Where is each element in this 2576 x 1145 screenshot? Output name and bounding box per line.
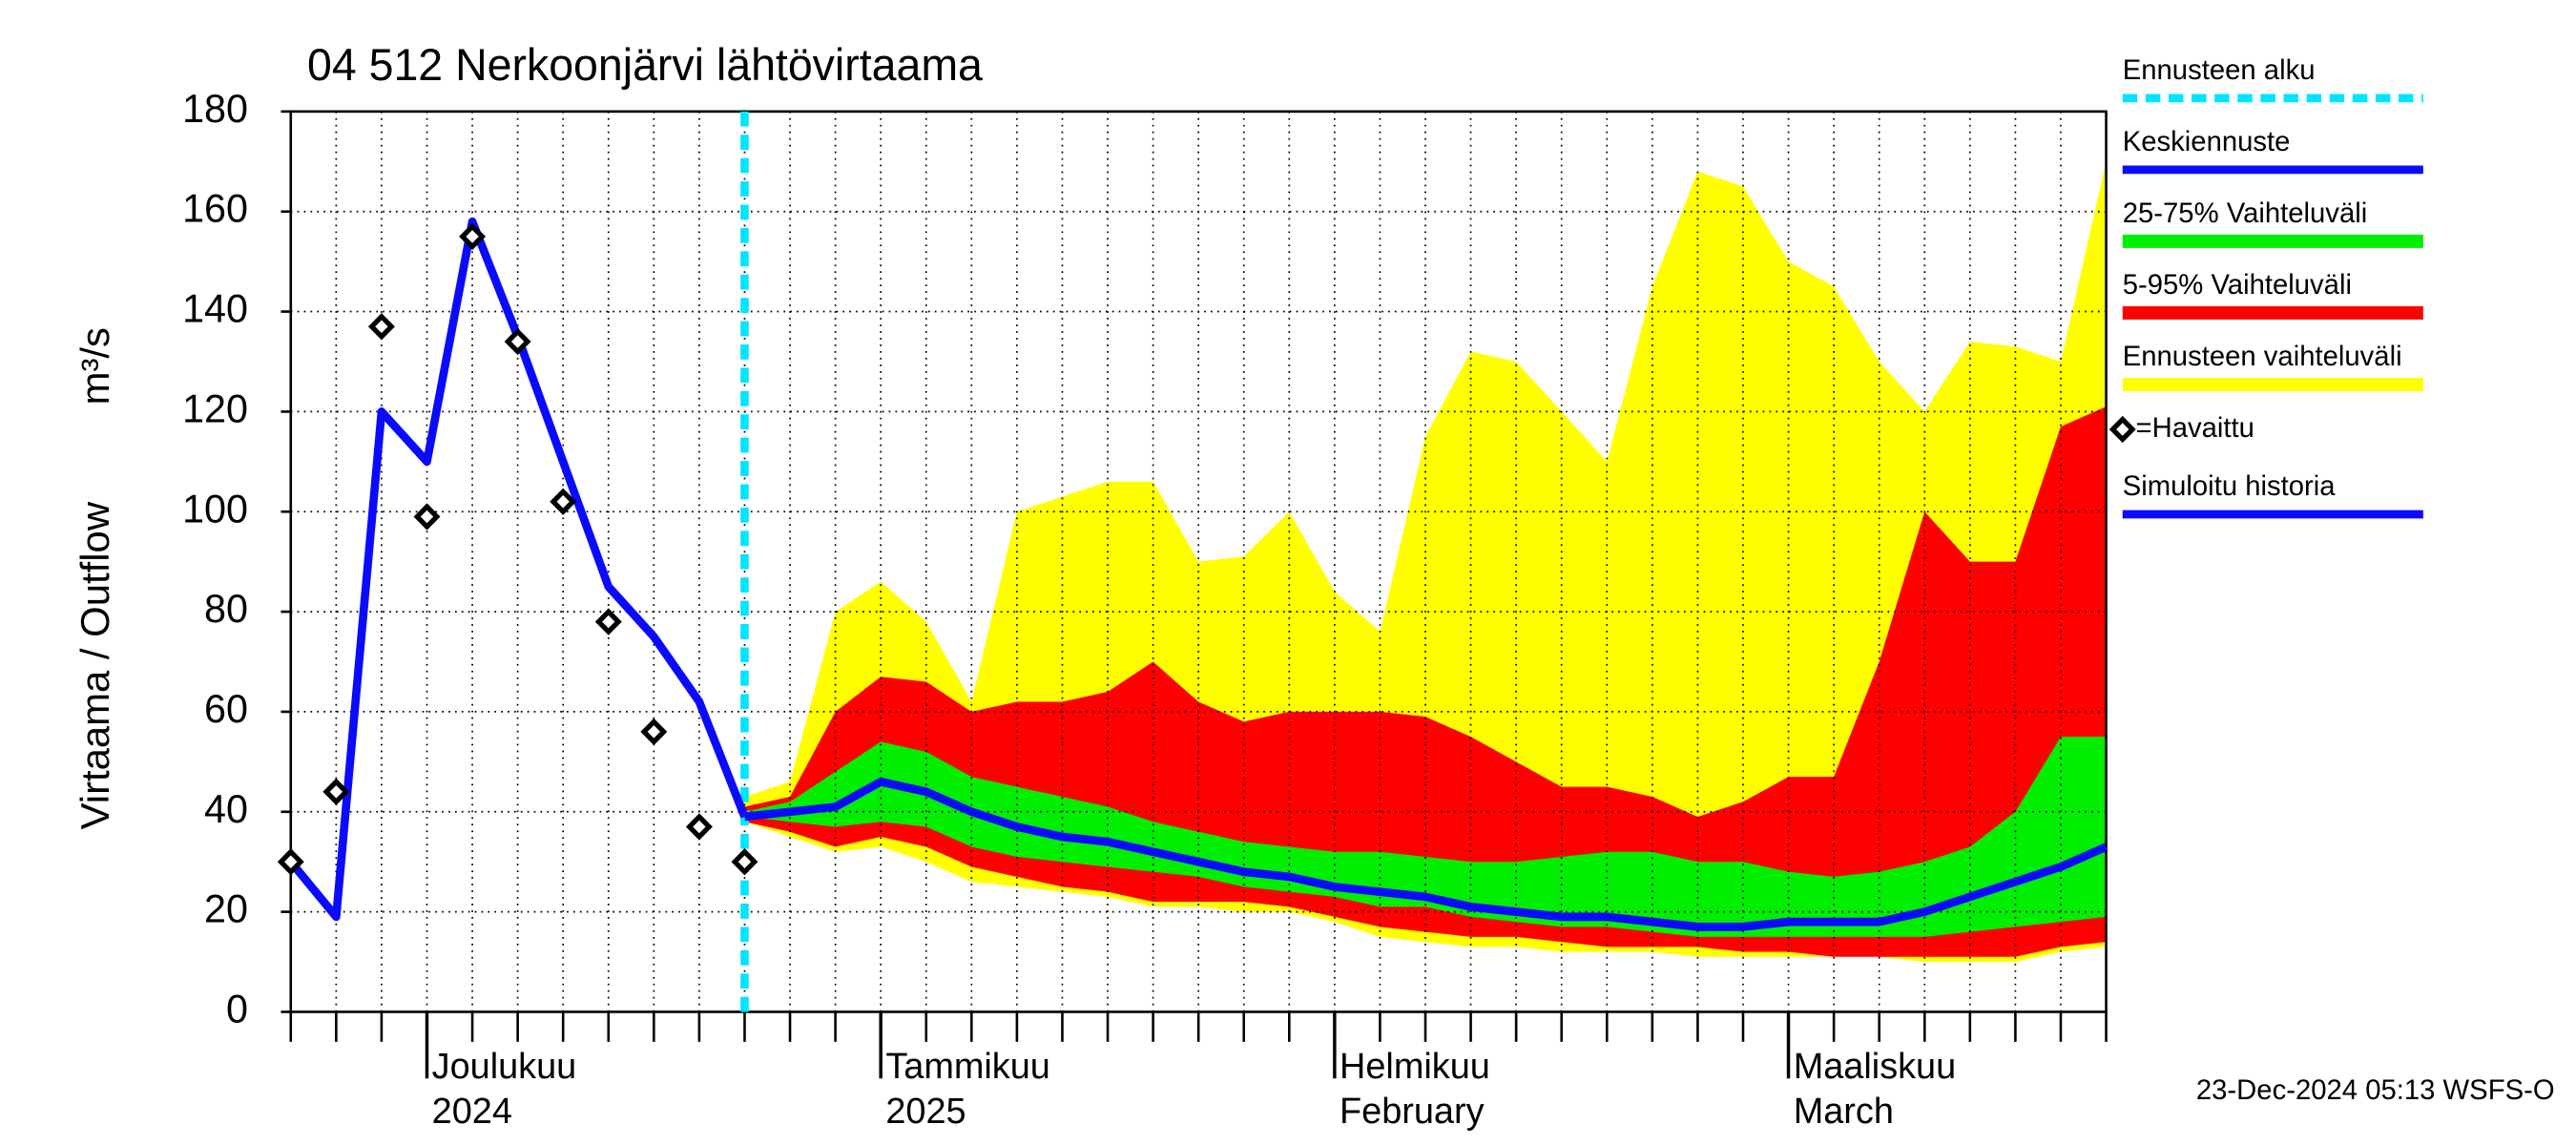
y-axis-label: Virtaama / Outflow [73, 501, 117, 829]
x-tick-label: Tammikuu [885, 1046, 1050, 1087]
y-axis-unit: m³/s [73, 327, 117, 405]
y-tick-label: 20 [204, 885, 248, 930]
x-tick-sublabel: 2025 [885, 1091, 966, 1132]
legend-label: 25-75% Vaihteluväli [2123, 198, 2367, 229]
y-tick-label: 140 [182, 285, 248, 330]
x-tick-sublabel: March [1794, 1091, 1894, 1132]
y-tick-label: 60 [204, 686, 248, 731]
y-tick-label: 180 [182, 86, 248, 131]
x-tick-label: Helmikuu [1340, 1046, 1490, 1087]
x-tick-label: Joulukuu [432, 1046, 577, 1087]
x-tick-sublabel: 2024 [432, 1091, 512, 1132]
legend-label: Simuloitu historia [2123, 470, 2336, 502]
x-tick-sublabel: February [1340, 1091, 1485, 1132]
legend-label: Keskiennuste [2123, 126, 2291, 157]
legend-label: =Havaittu [2136, 412, 2254, 444]
legend-label: 5-95% Vaihteluväli [2123, 269, 2352, 301]
y-tick-label: 80 [204, 586, 248, 631]
footer: 23-Dec-2024 05:13 WSFS-O [2196, 1074, 2555, 1106]
observed-point [594, 608, 622, 635]
chart-title: 04 512 Nerkoonjärvi lähtövirtaama [307, 40, 984, 90]
y-tick-label: 0 [226, 986, 248, 1030]
y-tick-label: 160 [182, 186, 248, 231]
legend-label: Ennusteen alku [2123, 54, 2316, 86]
observed-point [413, 503, 441, 531]
plot-frame [289, 110, 2108, 1013]
legend-label: Ennusteen vaihteluväli [2123, 341, 2402, 372]
y-tick-label: 40 [204, 786, 248, 831]
x-tick-label: Maaliskuu [1794, 1046, 1956, 1087]
band [744, 737, 2107, 937]
line [744, 777, 2109, 931]
observed-point [277, 848, 304, 876]
observed-point [367, 313, 395, 341]
y-tick-label: 120 [182, 385, 248, 430]
observed-point [550, 488, 577, 515]
observed-point [640, 718, 668, 746]
observed-point [731, 848, 758, 876]
observed-point [504, 327, 531, 356]
y-tick-label: 100 [182, 486, 248, 531]
observed-point [459, 222, 487, 251]
observed-point [685, 813, 713, 841]
legend-marker [2109, 415, 2136, 444]
observed-point [322, 778, 350, 805]
